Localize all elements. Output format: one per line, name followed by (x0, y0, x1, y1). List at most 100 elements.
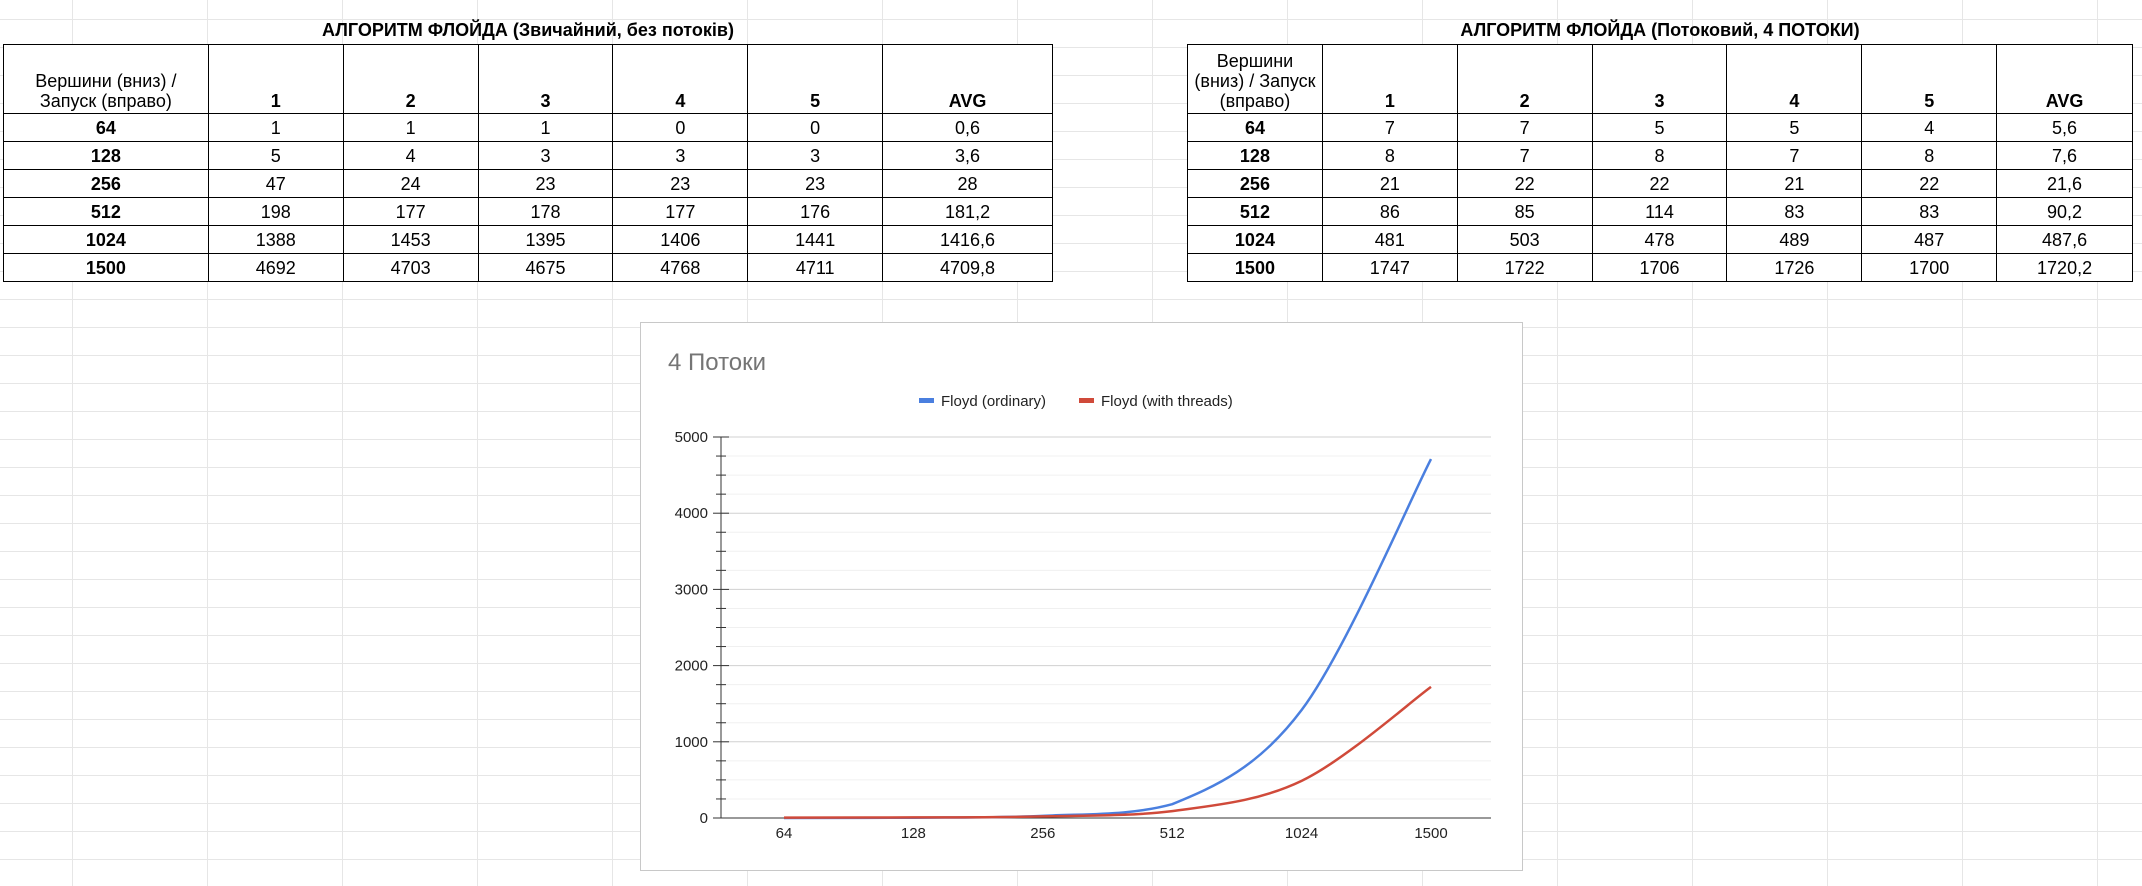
table-cell[interactable]: 3,6 (882, 141, 1053, 170)
table-cell[interactable]: 7 (1321, 113, 1458, 142)
table-cell[interactable]: 1388 (207, 225, 344, 254)
table-cell[interactable]: 21 (1726, 169, 1863, 198)
table-cell[interactable]: 0 (747, 113, 884, 142)
table-cell[interactable]: 83 (1861, 197, 1998, 226)
table-cell[interactable]: 4692 (207, 253, 344, 282)
table-cell[interactable]: 0 (612, 113, 749, 142)
table-cell[interactable]: 1 (477, 113, 614, 142)
column-header[interactable]: 4 (612, 44, 749, 114)
column-header[interactable]: 3 (477, 44, 614, 114)
row-header-cell[interactable]: 256 (1187, 169, 1323, 198)
row-header-cell[interactable]: 1500 (3, 253, 209, 282)
table-cell[interactable]: 1441 (747, 225, 884, 254)
table-cell[interactable]: 3 (747, 141, 884, 170)
row-header-cell[interactable]: 512 (3, 197, 209, 226)
table-cell[interactable]: 487 (1861, 225, 1998, 254)
table-cell[interactable]: 5 (207, 141, 344, 170)
table-cell[interactable]: 1395 (477, 225, 614, 254)
table-cell[interactable]: 4768 (612, 253, 749, 282)
table-cell[interactable]: 85 (1456, 197, 1593, 226)
table-cell[interactable]: 181,2 (882, 197, 1053, 226)
column-header[interactable]: 3 (1591, 44, 1728, 114)
table-cell[interactable]: 23 (612, 169, 749, 198)
line-chart[interactable]: 4 Потоки Floyd (ordinary) Floyd (with thre… (640, 322, 1523, 871)
table-cell[interactable]: 1416,6 (882, 225, 1053, 254)
row-header-cell[interactable]: 1024 (3, 225, 209, 254)
table-cell[interactable]: 8 (1591, 141, 1728, 170)
table-cell[interactable]: 114 (1591, 197, 1728, 226)
table-cell[interactable]: 4703 (342, 253, 479, 282)
table-cell[interactable]: 22 (1456, 169, 1593, 198)
table-cell[interactable]: 178 (477, 197, 614, 226)
table-cell[interactable]: 28 (882, 169, 1053, 198)
table-cell[interactable]: 1722 (1456, 253, 1593, 282)
column-header[interactable]: 2 (1456, 44, 1593, 114)
table-cell[interactable]: 3 (477, 141, 614, 170)
row-header-cell[interactable]: 64 (1187, 113, 1323, 142)
table-cell[interactable]: 7,6 (1996, 141, 2133, 170)
table-cell[interactable]: 8 (1861, 141, 1998, 170)
table-cell[interactable]: 23 (747, 169, 884, 198)
table-cell[interactable]: 4675 (477, 253, 614, 282)
table-cell[interactable]: 489 (1726, 225, 1863, 254)
column-header[interactable]: 5 (747, 44, 884, 114)
table-cell[interactable]: 198 (207, 197, 344, 226)
table-cell[interactable]: 3 (612, 141, 749, 170)
row-header-cell[interactable]: 128 (3, 141, 209, 170)
table-cell[interactable]: 177 (342, 197, 479, 226)
table-cell[interactable]: 21,6 (1996, 169, 2133, 198)
table-cell[interactable]: 4709,8 (882, 253, 1053, 282)
column-header[interactable]: 1 (207, 44, 344, 114)
column-header[interactable]: 4 (1726, 44, 1863, 114)
chart-canvas: 4 Потоки Floyd (ordinary) Floyd (with thre… (668, 349, 1491, 842)
table-cell[interactable]: 176 (747, 197, 884, 226)
table-cell[interactable]: 22 (1591, 169, 1728, 198)
table-cell[interactable]: 5,6 (1996, 113, 2133, 142)
table-cell[interactable]: 21 (1321, 169, 1458, 198)
table-cell[interactable]: 86 (1321, 197, 1458, 226)
table-cell[interactable]: 1720,2 (1996, 253, 2133, 282)
table-cell[interactable]: 0,6 (882, 113, 1053, 142)
row-header-cell[interactable]: 1024 (1187, 225, 1323, 254)
table-cell[interactable]: 90,2 (1996, 197, 2133, 226)
table-cell[interactable]: 487,6 (1996, 225, 2133, 254)
table-cell[interactable]: 1 (207, 113, 344, 142)
table-cell[interactable]: 1706 (1591, 253, 1728, 282)
row-header-cell[interactable]: 64 (3, 113, 209, 142)
table-cell[interactable]: 83 (1726, 197, 1863, 226)
table-cell[interactable]: 177 (612, 197, 749, 226)
table-cell[interactable]: 8 (1321, 141, 1458, 170)
column-header[interactable]: AVG (882, 44, 1053, 114)
table-cell[interactable]: 7 (1456, 113, 1593, 142)
row-header-cell[interactable]: 512 (1187, 197, 1323, 226)
table-cell[interactable]: 7 (1726, 141, 1863, 170)
column-header[interactable]: 1 (1321, 44, 1458, 114)
table-cell[interactable]: 503 (1456, 225, 1593, 254)
table-cell[interactable]: 4 (1861, 113, 1998, 142)
table-cell[interactable]: 1747 (1321, 253, 1458, 282)
row-header-cell[interactable]: 128 (1187, 141, 1323, 170)
table-cell[interactable]: 23 (477, 169, 614, 198)
row-header-cell[interactable]: 1500 (1187, 253, 1323, 282)
table-cell[interactable]: 1 (342, 113, 479, 142)
table-cell[interactable]: 22 (1861, 169, 1998, 198)
table-cell[interactable]: 4711 (747, 253, 884, 282)
column-header[interactable]: AVG (1996, 44, 2133, 114)
table-cell[interactable]: 47 (207, 169, 344, 198)
row-header-cell[interactable]: 256 (3, 169, 209, 198)
table-cell[interactable]: 5 (1591, 113, 1728, 142)
table-cell[interactable]: 1453 (342, 225, 479, 254)
table-cell[interactable]: 5 (1726, 113, 1863, 142)
column-header[interactable]: 5 (1861, 44, 1998, 114)
table-cell[interactable]: 478 (1591, 225, 1728, 254)
table-cell[interactable]: 1700 (1861, 253, 1998, 282)
table-cell[interactable]: 24 (342, 169, 479, 198)
table-cell[interactable]: 4 (342, 141, 479, 170)
table-cell[interactable]: 1406 (612, 225, 749, 254)
corner-header[interactable]: Вершини (вниз) / Запуск (вправо) (3, 44, 209, 114)
corner-header[interactable]: Вершини (вниз) / Запуск (вправо) (1187, 44, 1323, 114)
table-cell[interactable]: 481 (1321, 225, 1458, 254)
table-cell[interactable]: 1726 (1726, 253, 1863, 282)
column-header[interactable]: 2 (342, 44, 479, 114)
table-cell[interactable]: 7 (1456, 141, 1593, 170)
